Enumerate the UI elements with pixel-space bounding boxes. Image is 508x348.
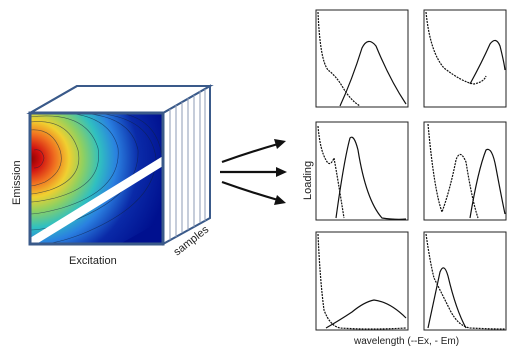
curve-em-r2c2 [469, 148, 506, 219]
curve-em-r1c1 [339, 40, 407, 107]
loading-curves [317, 11, 506, 330]
excitation-label: Excitation [69, 255, 117, 267]
curve-ex-r1c2 [425, 11, 487, 85]
curve-ex-r2c1 [317, 125, 345, 219]
plot-frame-r1c2 [423, 9, 507, 108]
curve-em-r2c1 [335, 136, 407, 220]
plot-frame-r2c2 [423, 121, 507, 221]
plot-frame-r1c1 [315, 9, 409, 108]
curve-ex-r3c1 [317, 233, 407, 330]
plot-frame-r2c1 [315, 121, 409, 221]
loading-plots [315, 9, 507, 331]
curve-em-r3c2 [427, 267, 467, 329]
curve-ex-r2c2 [427, 123, 479, 219]
cube-front-frame [28, 111, 165, 246]
curve-ex-r3c2 [425, 233, 506, 330]
three-arrows-icon [220, 142, 279, 202]
emission-label: Emission [11, 160, 23, 205]
plot-frame-r3c2 [423, 231, 507, 331]
curve-em-r1c2 [469, 39, 506, 85]
curve-em-r3c1 [325, 299, 407, 329]
loading-label: Loading [302, 161, 314, 200]
plot-frame-r3c1 [315, 231, 409, 331]
slice-lines [169, 89, 206, 240]
eem-contour-face [30, 113, 163, 244]
curve-ex-r1c1 [317, 11, 361, 107]
wavelength-label: wavelength (--Ex, - Em) [353, 336, 459, 347]
